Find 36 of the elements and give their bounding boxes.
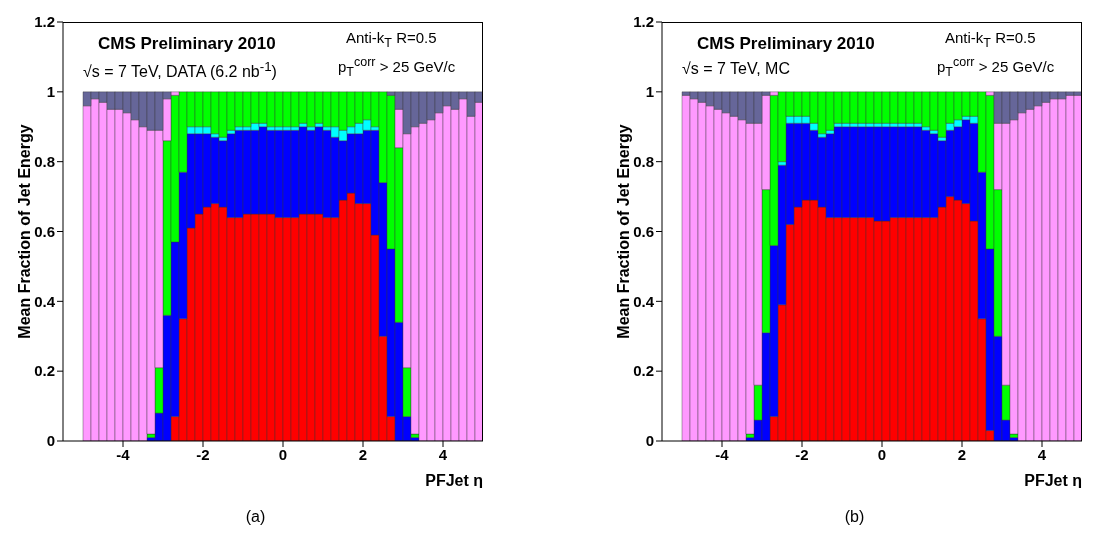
x-tick-label: -4 (116, 445, 131, 463)
x-tick-label: 2 (957, 445, 967, 463)
y-tick-label: 1 (46, 83, 55, 101)
y-tick-label: 0.8 (633, 152, 654, 170)
text: CMS Preliminary 2010 (98, 34, 276, 54)
y-tick-label: 1 (645, 83, 654, 101)
y-tick-label: 0 (46, 432, 55, 450)
y-tick-label: 0.2 (34, 362, 55, 380)
x-tick-label: 4 (1037, 445, 1047, 463)
y-tick-label: 0.2 (633, 362, 654, 380)
x-tick-label: 0 (278, 445, 288, 463)
y-tick-label: 0.6 (34, 222, 55, 240)
annotation: √s = 7 TeV, DATA (6.2 nb$^{-1}$) (83, 59, 277, 81)
x-tick-label: -4 (715, 445, 730, 463)
y-axis-title: Mean Fraction of Jet Energy (614, 124, 632, 339)
x-tick-label: -2 (795, 445, 809, 463)
x-tick-label: 2 (358, 445, 368, 463)
y-tick-label: 0.8 (34, 152, 55, 170)
y-tick-label: 0 (645, 432, 654, 450)
annotation: √s = 7 TeV, MC (682, 60, 790, 78)
y-tick-label: 0.4 (34, 292, 56, 310)
annotation: Anti-k$_{T}$ R=0.5 (346, 29, 437, 51)
text: (b) (843, 508, 866, 526)
annotation: Anti-k$_{T}$ R=0.5 (945, 29, 1036, 51)
y-tick-label: 0.4 (633, 292, 655, 310)
x-tick-label: -2 (196, 445, 210, 463)
x-tick-label: 4 (438, 445, 448, 463)
x-tick-label: 0 (877, 445, 887, 463)
y-tick-label: 0.6 (633, 222, 654, 240)
text: (a) (244, 508, 267, 526)
annotation: p$_{T}$$^{corr}$ > 25 GeV/c (937, 55, 1055, 80)
y-tick-label: 1.2 (34, 13, 55, 31)
y-tick-label: 1.2 (633, 13, 654, 31)
text: CMS Preliminary 2010 (697, 34, 875, 54)
annotation: p$_{T}$$^{corr}$ > 25 GeV/c (338, 55, 456, 80)
y-axis-title: Mean Fraction of Jet Energy (15, 124, 33, 339)
